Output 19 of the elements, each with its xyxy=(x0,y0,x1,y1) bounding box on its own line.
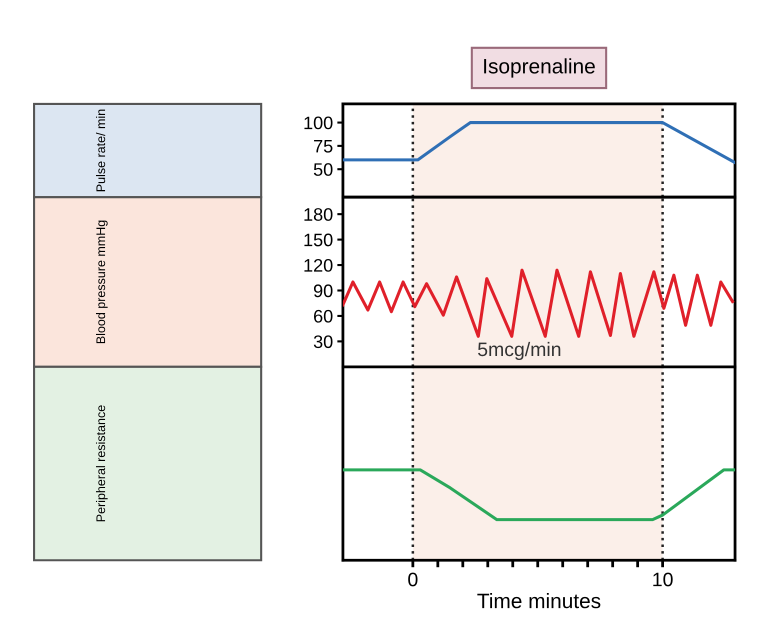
y-tick-label: 150 xyxy=(304,234,332,246)
y-tick-label: 30 xyxy=(314,335,332,348)
y-tick-label: 50 xyxy=(314,163,332,176)
line-series xyxy=(342,268,734,338)
y-axis-title: Peripheral resistance xyxy=(96,405,108,522)
y-tick-label: 60 xyxy=(314,310,332,323)
x-tick-label: 10 xyxy=(653,572,673,586)
annotation: 5mcg/min xyxy=(478,342,560,360)
y-tick-label: 90 xyxy=(314,284,332,298)
line-series xyxy=(342,121,736,164)
chart-title: Isoprenaline xyxy=(484,58,595,78)
y-tick-label: 120 xyxy=(304,258,332,272)
y-axis-title: Blood pressure mmHg xyxy=(96,220,108,344)
y-tick-label: 180 xyxy=(304,208,332,221)
x-tick-label: 0 xyxy=(408,572,418,586)
x-axis-title: Time minutes xyxy=(477,592,600,608)
y-tick-label: 75 xyxy=(314,140,332,153)
y-tick-label: 100 xyxy=(304,116,332,130)
y-axis-title: Pulse rate/ min xyxy=(96,110,106,192)
